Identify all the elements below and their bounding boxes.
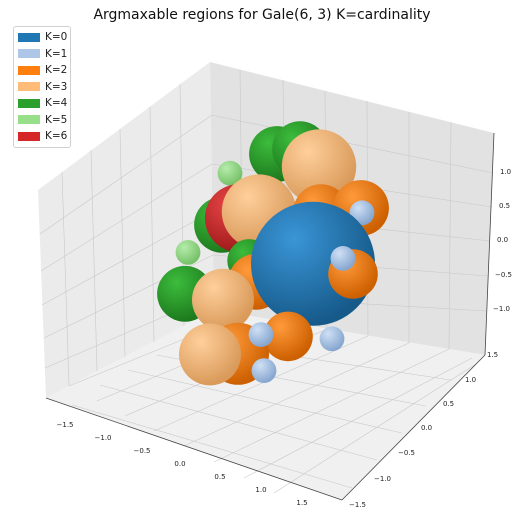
sphere-k5-1 — [175, 240, 201, 265]
sphere-k3-0 — [281, 129, 357, 204]
legend-label-k1: K=1 — [45, 47, 68, 60]
sphere-k3-2 — [192, 268, 254, 331]
z-tick-label-2: 0.0 — [497, 236, 508, 244]
legend-label-k3: K=3 — [45, 80, 68, 93]
x-tick-label-1: −1.0 — [95, 434, 112, 442]
z-tick-label-1: 0.5 — [499, 202, 510, 210]
sphere-group — [157, 121, 389, 386]
y-tick-label-4: 0.5 — [443, 400, 454, 408]
legend-item-k3: K=3 — [18, 80, 67, 94]
sphere-k5-0 — [217, 160, 243, 186]
y-tick-label-2: −0.5 — [398, 449, 415, 457]
legend: K=0 K=1 K=2 K=3 K=4 K=5 K=6 — [13, 26, 71, 148]
legend-swatch-k5 — [18, 115, 40, 124]
legend-swatch-k1 — [18, 49, 40, 58]
y-tick-label-0: −1.5 — [349, 501, 366, 509]
x-tick-label-3: 0.0 — [174, 460, 185, 468]
x-tick-label-2: −0.5 — [134, 447, 151, 455]
sphere-k1-1 — [330, 246, 356, 271]
pane-floor — [46, 310, 485, 500]
legend-item-k1: K=1 — [18, 47, 67, 61]
chart-title: Argmaxable regions for Gale(6, 3) K=card… — [93, 7, 430, 23]
legend-item-k6: K=6 — [18, 129, 67, 143]
legend-item-k5: K=5 — [18, 113, 67, 127]
legend-label-k5: K=5 — [45, 113, 68, 126]
x-tick-label-4: 0.5 — [214, 473, 225, 481]
legend-swatch-k6 — [18, 131, 40, 141]
axis-lines — [45, 132, 495, 501]
sphere-k1-5 — [319, 326, 345, 352]
x-tick-label-6: 1.5 — [296, 499, 307, 507]
y-tick-label-6: 1.5 — [487, 351, 498, 359]
legend-item-k2: K=2 — [18, 63, 67, 77]
legend-item-k0: K=0 — [18, 30, 67, 44]
y-tick-label-1: −1.0 — [374, 475, 391, 483]
x-tick-label-5: 1.0 — [255, 486, 266, 494]
sphere-k2-5 — [263, 311, 313, 362]
x-tick-label-0: −1.5 — [57, 421, 74, 429]
z-tick-label-3: −0.5 — [495, 271, 512, 279]
legend-item-k4: K=4 — [18, 96, 67, 110]
y-tick-label-3: 0.0 — [421, 424, 432, 432]
legend-swatch-k0 — [18, 32, 40, 42]
legend-label-k0: K=0 — [45, 31, 68, 43]
sphere-k1-3 — [248, 322, 274, 347]
sphere-k1-4 — [251, 358, 277, 383]
legend-swatch-k3 — [18, 82, 40, 91]
legend-label-k6: K=6 — [45, 130, 68, 142]
z-tick-label-4: −1.0 — [493, 305, 510, 313]
legend-label-k2: K=2 — [45, 64, 68, 76]
legend-swatch-k4 — [18, 98, 40, 108]
legend-label-k4: K=4 — [45, 97, 68, 109]
y-tick-label-5: 1.0 — [465, 376, 476, 384]
legend-swatch-k2 — [18, 65, 40, 75]
z-tick-label-0: 1.0 — [500, 168, 511, 176]
tick-labels: −1.5 −1.0 −0.5 0.0 0.5 1.0 1.5 −1.5 −1.0 −0.5 0.0 0… — [57, 168, 513, 509]
sphere-k3-3 — [179, 323, 241, 386]
